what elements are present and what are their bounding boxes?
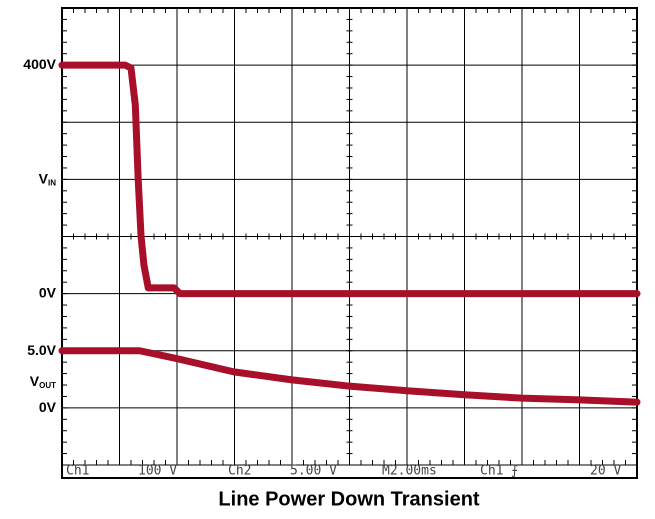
y-tick-label-main: 0V bbox=[39, 284, 57, 300]
y-tick-label: 5.0V bbox=[27, 341, 56, 357]
y-tick-label: 0V bbox=[39, 284, 57, 300]
status-text: Ch2 bbox=[228, 464, 251, 479]
y-tick-label: VIN bbox=[39, 170, 57, 187]
status-text: M2.00ms bbox=[382, 464, 437, 479]
y-tick-label-main: 400V bbox=[23, 56, 56, 72]
status-text: 100 V bbox=[138, 464, 177, 479]
status-text: Ch1 ⨍ bbox=[480, 464, 518, 479]
y-tick-label-main: V bbox=[30, 373, 40, 389]
trace bbox=[58, 61, 641, 298]
y-tick-label-main: V bbox=[39, 170, 49, 186]
y-tick-label: VOUT bbox=[30, 373, 56, 390]
y-tick-label-sub: OUT bbox=[39, 381, 56, 390]
y-tick-label-sub: IN bbox=[48, 178, 56, 187]
y-tick-label: 400V bbox=[23, 56, 56, 72]
status-text: 5.00 V bbox=[290, 464, 337, 479]
chart-title: Line Power Down Transient bbox=[218, 488, 479, 510]
y-tick-label-main: 5.0V bbox=[27, 341, 56, 357]
y-tick-label: 0V bbox=[39, 399, 57, 415]
trace bbox=[58, 347, 641, 406]
y-tick-label-main: 0V bbox=[39, 399, 57, 415]
status-text: Ch1 bbox=[66, 464, 89, 479]
status-text: 20 V bbox=[590, 464, 621, 479]
